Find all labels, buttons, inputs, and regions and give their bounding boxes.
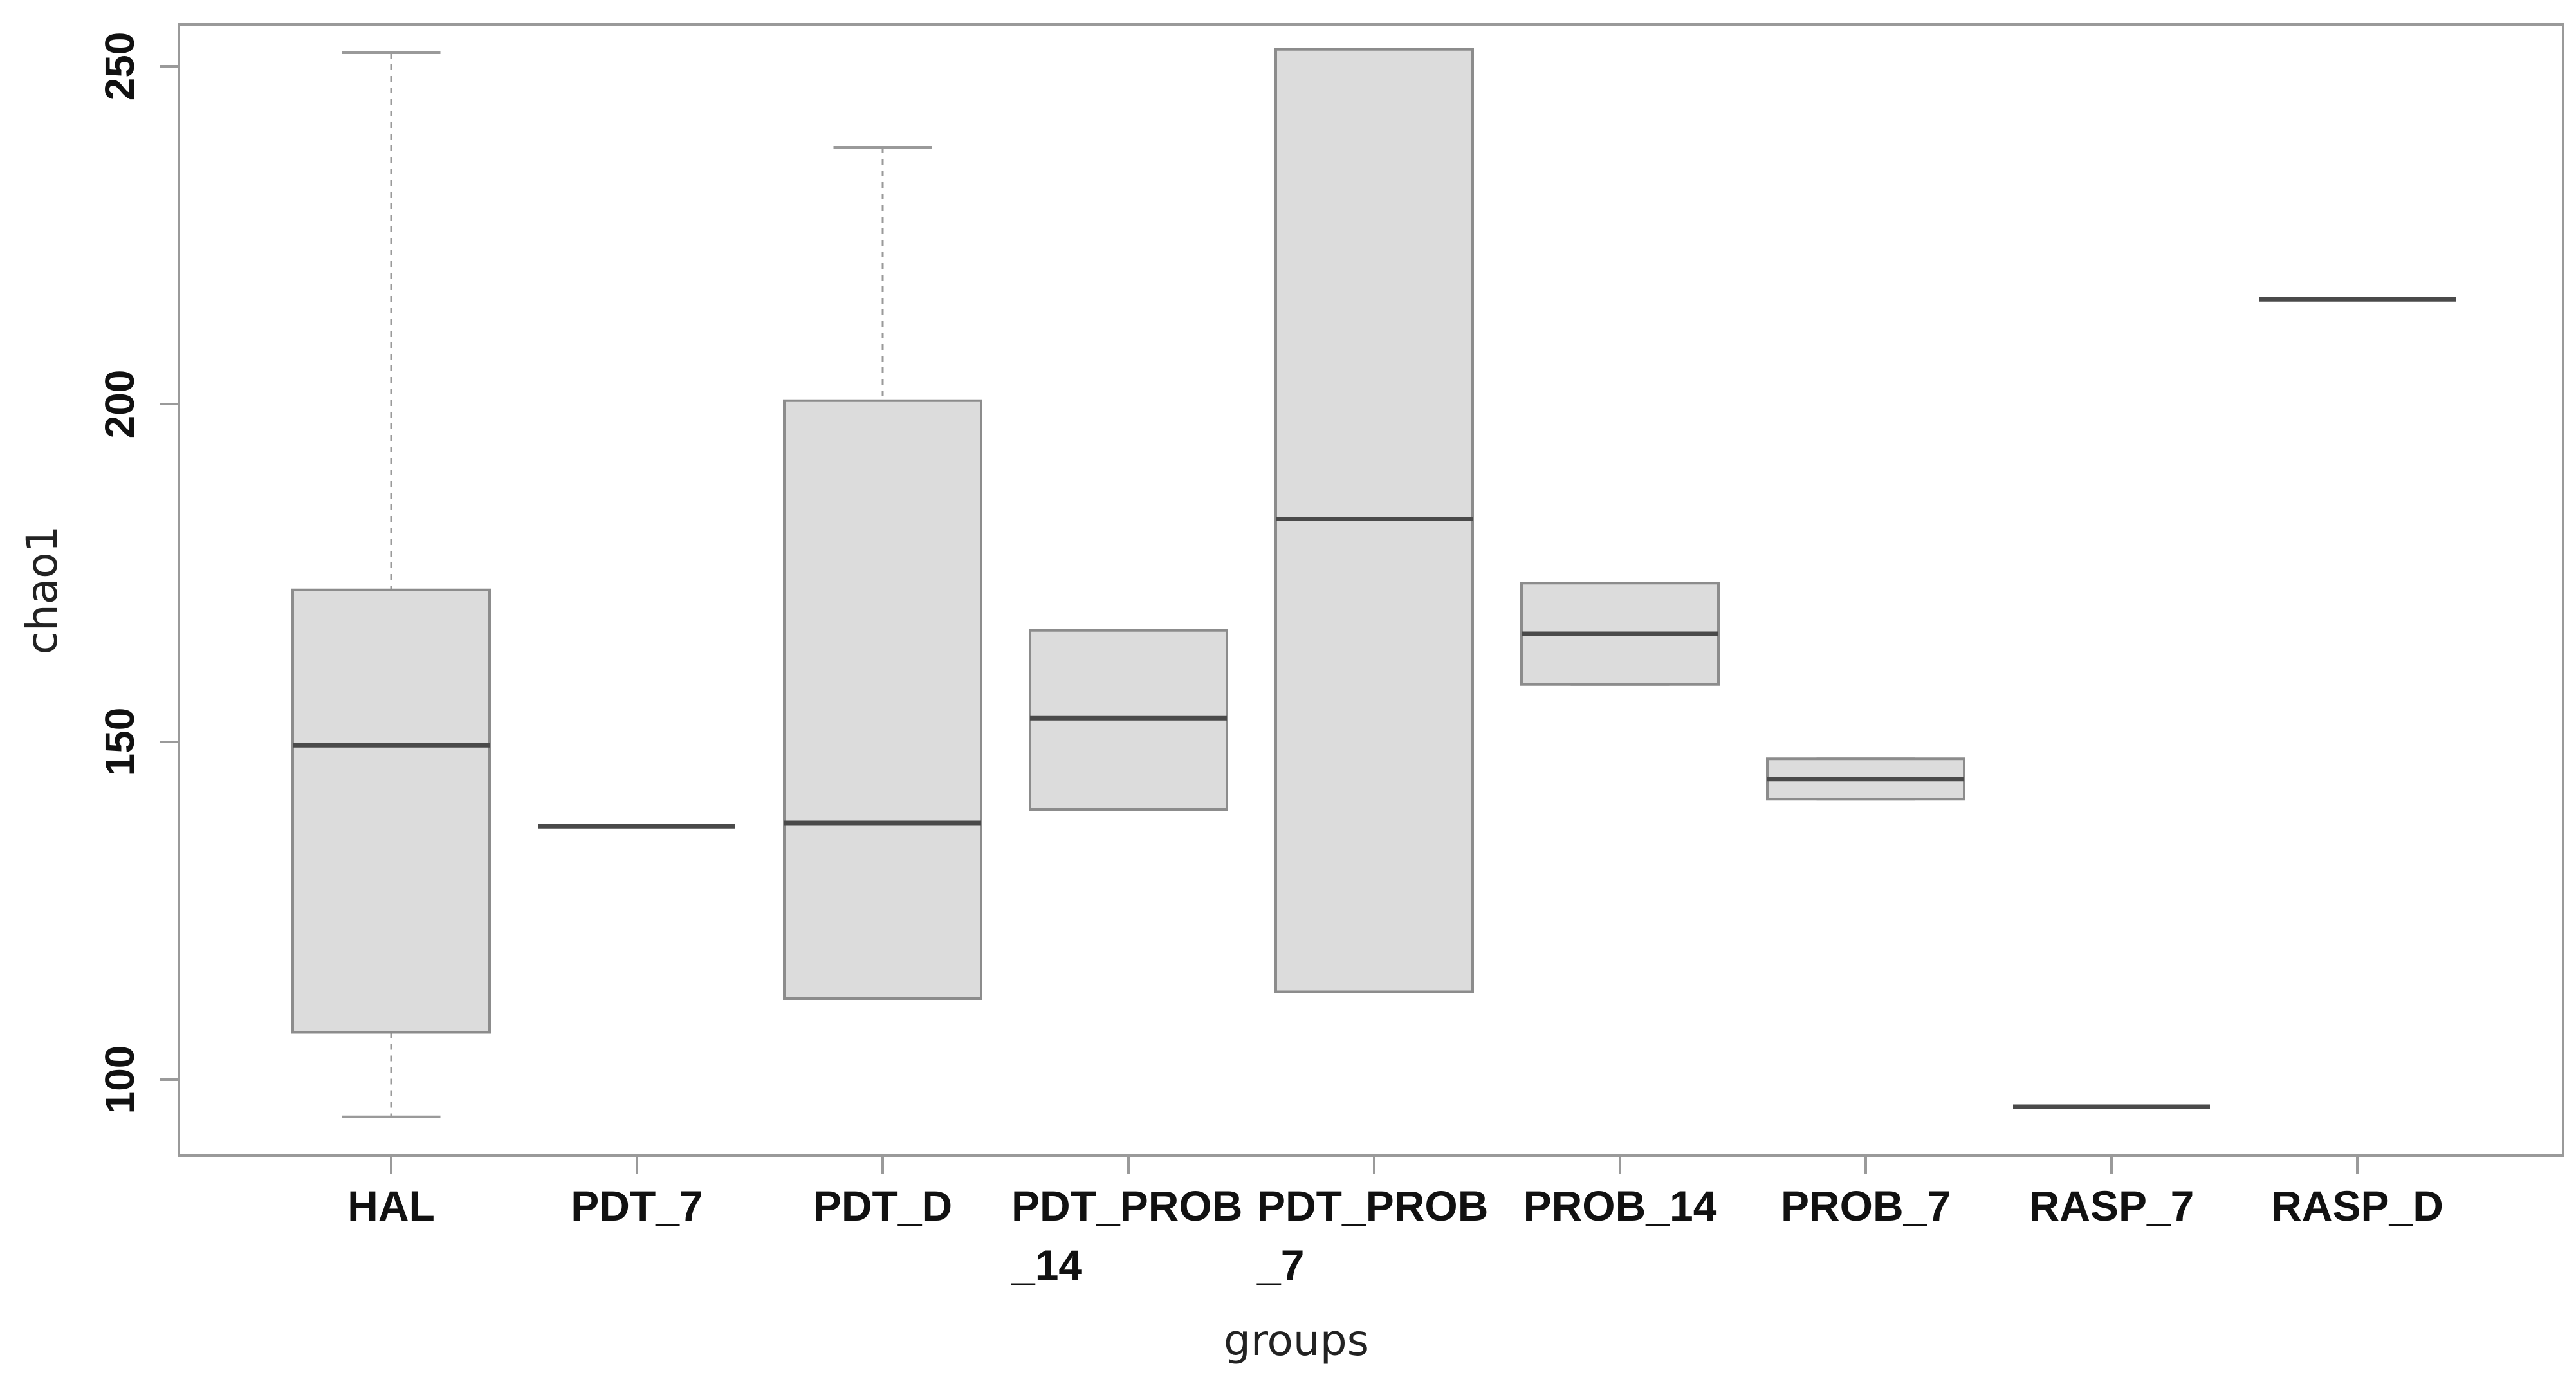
x-tick-label: HAL: [347, 1182, 435, 1230]
box-group: [291, 51, 491, 1118]
x-tick-label: PDT_7: [571, 1182, 703, 1230]
iqr-box: [783, 399, 982, 1000]
box-group: [1520, 582, 1720, 686]
box-group: [1029, 629, 1228, 811]
box-series: [291, 48, 2456, 1118]
y-axis: 100 150 200 250: [97, 32, 179, 1114]
x-tick-label: RASP_7: [2029, 1182, 2194, 1230]
x-axis-title: groups: [1224, 1316, 1369, 1365]
iqr-box: [291, 588, 491, 1034]
y-tick-label: 150: [97, 708, 143, 777]
x-tick-label: PROB_7: [1781, 1182, 1951, 1230]
box-group: [1766, 757, 1965, 801]
x-tick-label: _14: [1011, 1241, 1082, 1289]
y-axis-title: chao1: [17, 526, 67, 655]
x-tick-label: RASP_D: [2271, 1182, 2443, 1230]
box-group: [783, 146, 982, 1000]
x-axis: HAL PDT_7 PDT_D PDT_PROB _14 PDT_PROB _7 PROB_1…: [347, 1156, 2443, 1289]
box-group: [1274, 48, 1474, 993]
x-tick-label: PROB_14: [1523, 1182, 1717, 1230]
y-tick-label: 250: [97, 32, 143, 101]
y-tick-label: 200: [97, 370, 143, 439]
x-tick-label: _7: [1256, 1241, 1304, 1289]
x-tick-label: PDT_D: [813, 1182, 952, 1230]
plot-frame: [178, 23, 2564, 1157]
x-tick-label: PDT_PROB: [1257, 1182, 1488, 1230]
y-tick-label: 100: [97, 1046, 143, 1114]
x-tick-label: PDT_PROB: [1011, 1182, 1242, 1230]
